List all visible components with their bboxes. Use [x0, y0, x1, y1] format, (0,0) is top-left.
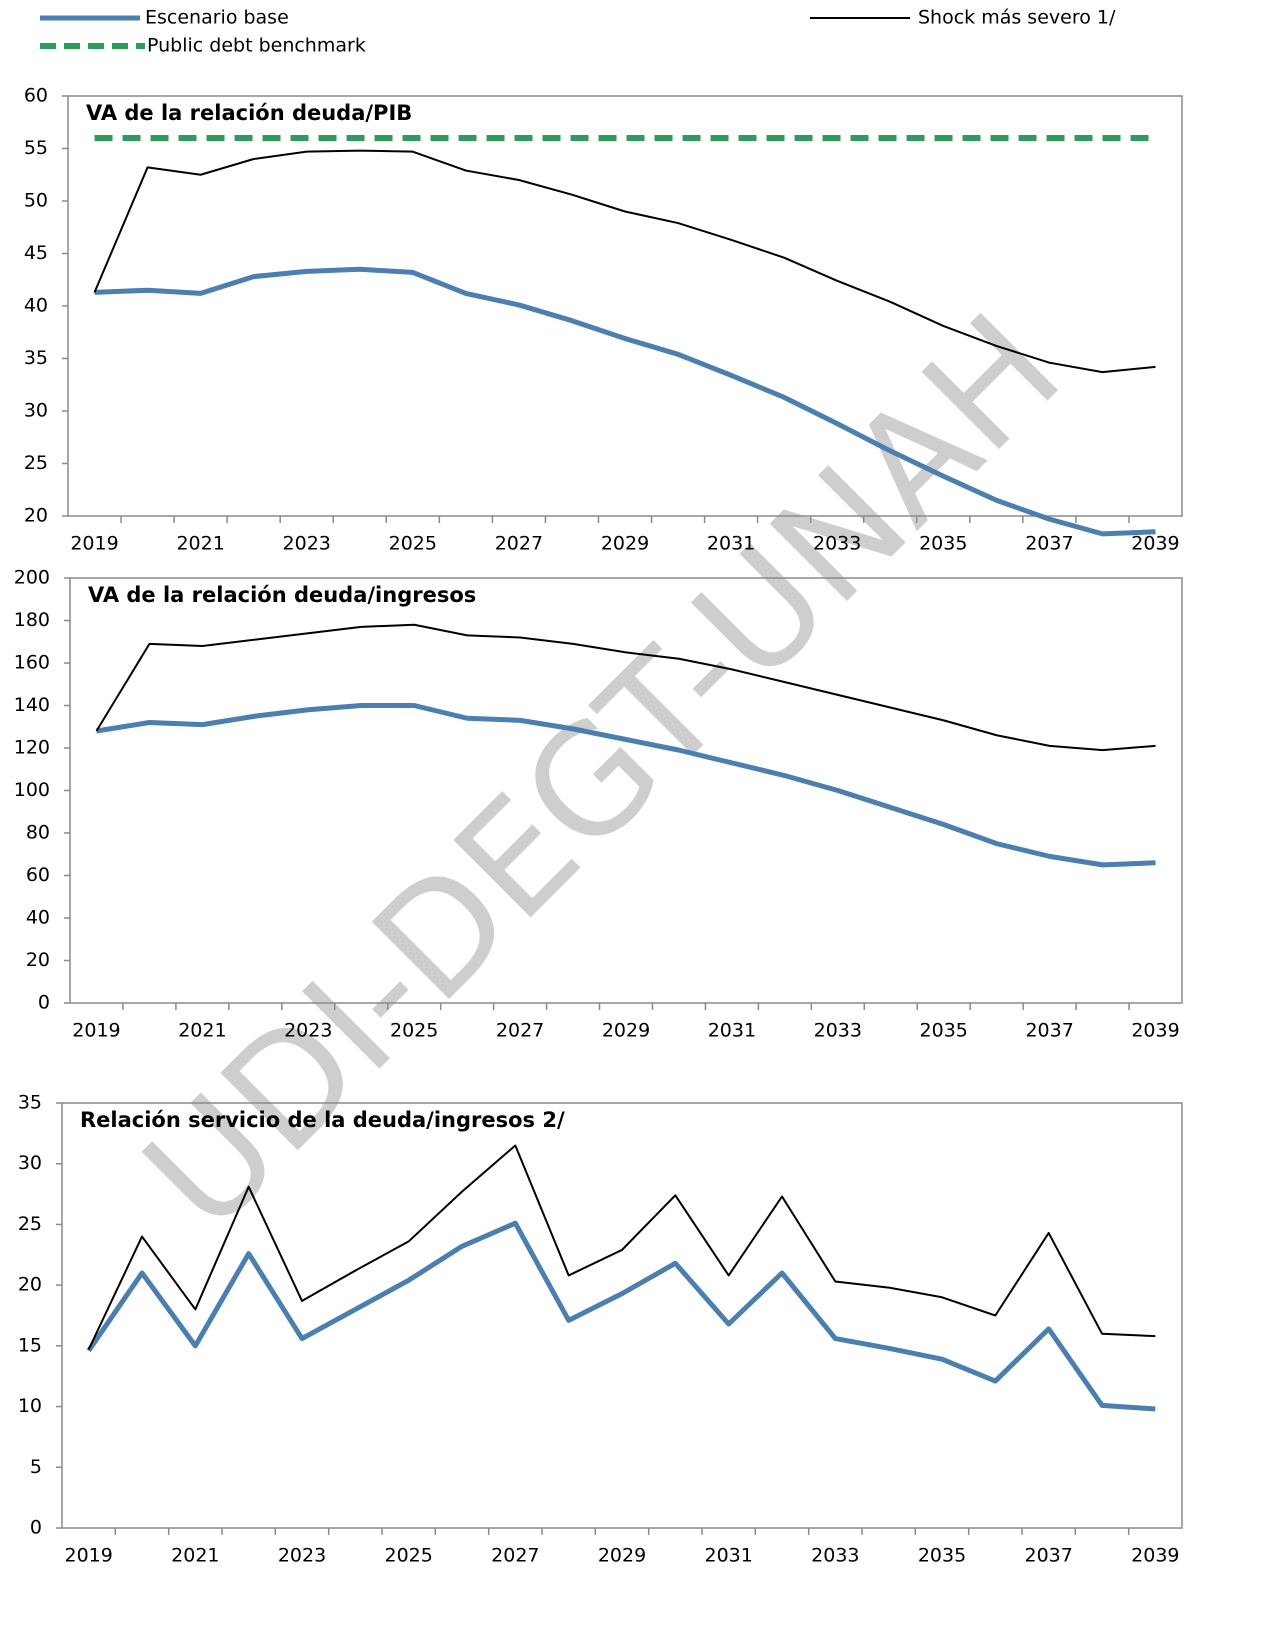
series-line [93, 149, 1156, 374]
y-tick-label: 0 [38, 992, 50, 1014]
y-tick-label: 100 [14, 779, 50, 801]
y-tick-label: 25 [24, 452, 48, 474]
series-line [94, 266, 1156, 537]
y-tick-label: 160 [14, 652, 50, 674]
x-tick-label: 2023 [283, 533, 331, 555]
y-tick-label: 60 [26, 864, 50, 886]
x-tick-label: 2039 [1131, 533, 1179, 555]
legend-label: Public debt benchmark [147, 35, 366, 57]
x-tick-label: 2029 [598, 1545, 646, 1567]
x-tick-label: 2039 [1131, 1020, 1179, 1042]
x-tick-label: 2019 [70, 533, 118, 555]
y-tick-label: 20 [26, 949, 50, 971]
y-tick-label: 35 [24, 347, 48, 369]
x-tick-label: 2021 [178, 1020, 226, 1042]
y-tick-label: 60 [24, 85, 48, 107]
x-tick-label: 2031 [704, 1545, 752, 1567]
x-tick-label: 2039 [1131, 1545, 1179, 1567]
y-tick-label: 80 [26, 822, 50, 844]
y-tick-label: 10 [18, 1395, 42, 1417]
x-tick-label: 2035 [919, 533, 967, 555]
y-tick-label: 140 [14, 694, 50, 716]
x-tick-label: 2029 [602, 1020, 650, 1042]
x-tick-label: 2027 [495, 533, 543, 555]
x-tick-label: 2037 [1025, 533, 1073, 555]
chart-title: VA de la relación deuda/ingresos [88, 583, 476, 607]
series-line [96, 703, 1156, 868]
x-tick-label: 2021 [171, 1545, 219, 1567]
y-tick-label: 20 [24, 505, 48, 527]
x-tick-label: 2033 [811, 1545, 859, 1567]
y-tick-label: 45 [24, 242, 48, 264]
x-tick-label: 2037 [1025, 1020, 1073, 1042]
series-line [86, 1220, 1156, 1412]
y-tick-label: 40 [24, 295, 48, 317]
x-tick-label: 2019 [72, 1020, 120, 1042]
x-tick-label: 2033 [813, 533, 861, 555]
x-tick-label: 2031 [707, 533, 755, 555]
x-tick-label: 2019 [64, 1545, 112, 1567]
y-tick-label: 30 [24, 400, 48, 422]
x-tick-label: 2025 [384, 1545, 432, 1567]
y-tick-label: 0 [30, 1517, 42, 1539]
y-tick-label: 200 [14, 567, 50, 589]
chart-title: Relación servicio de la deuda/ingresos 2… [80, 1108, 565, 1132]
y-tick-label: 35 [18, 1092, 42, 1114]
y-tick-label: 25 [18, 1213, 42, 1235]
series-line [95, 623, 1156, 752]
y-tick-label: 120 [14, 737, 50, 759]
plot-frame [61, 1102, 1183, 1529]
x-tick-label: 2035 [920, 1020, 968, 1042]
x-tick-label: 2025 [389, 533, 437, 555]
chart-title: VA de la relación deuda/PIB [86, 101, 412, 125]
legend-label: Shock más severo 1/ [918, 7, 1116, 29]
y-tick-label: 15 [18, 1334, 42, 1356]
series-line [87, 1144, 1156, 1350]
legend-label: Escenario base [145, 7, 289, 29]
y-tick-label: 50 [24, 190, 48, 212]
x-tick-label: 2023 [284, 1020, 332, 1042]
x-tick-label: 2025 [390, 1020, 438, 1042]
x-tick-label: 2029 [601, 533, 649, 555]
y-tick-label: 40 [26, 907, 50, 929]
x-tick-label: 2027 [496, 1020, 544, 1042]
x-tick-label: 2033 [814, 1020, 862, 1042]
y-tick-label: 5 [30, 1456, 42, 1478]
x-tick-label: 2021 [176, 533, 224, 555]
y-tick-label: 55 [24, 137, 48, 159]
y-tick-label: 30 [18, 1152, 42, 1174]
x-tick-label: 2027 [491, 1545, 539, 1567]
y-tick-label: 180 [14, 609, 50, 631]
x-tick-label: 2037 [1024, 1545, 1072, 1567]
x-tick-label: 2023 [278, 1545, 326, 1567]
y-tick-label: 20 [18, 1274, 42, 1296]
x-tick-label: 2035 [918, 1545, 966, 1567]
x-tick-label: 2031 [708, 1020, 756, 1042]
